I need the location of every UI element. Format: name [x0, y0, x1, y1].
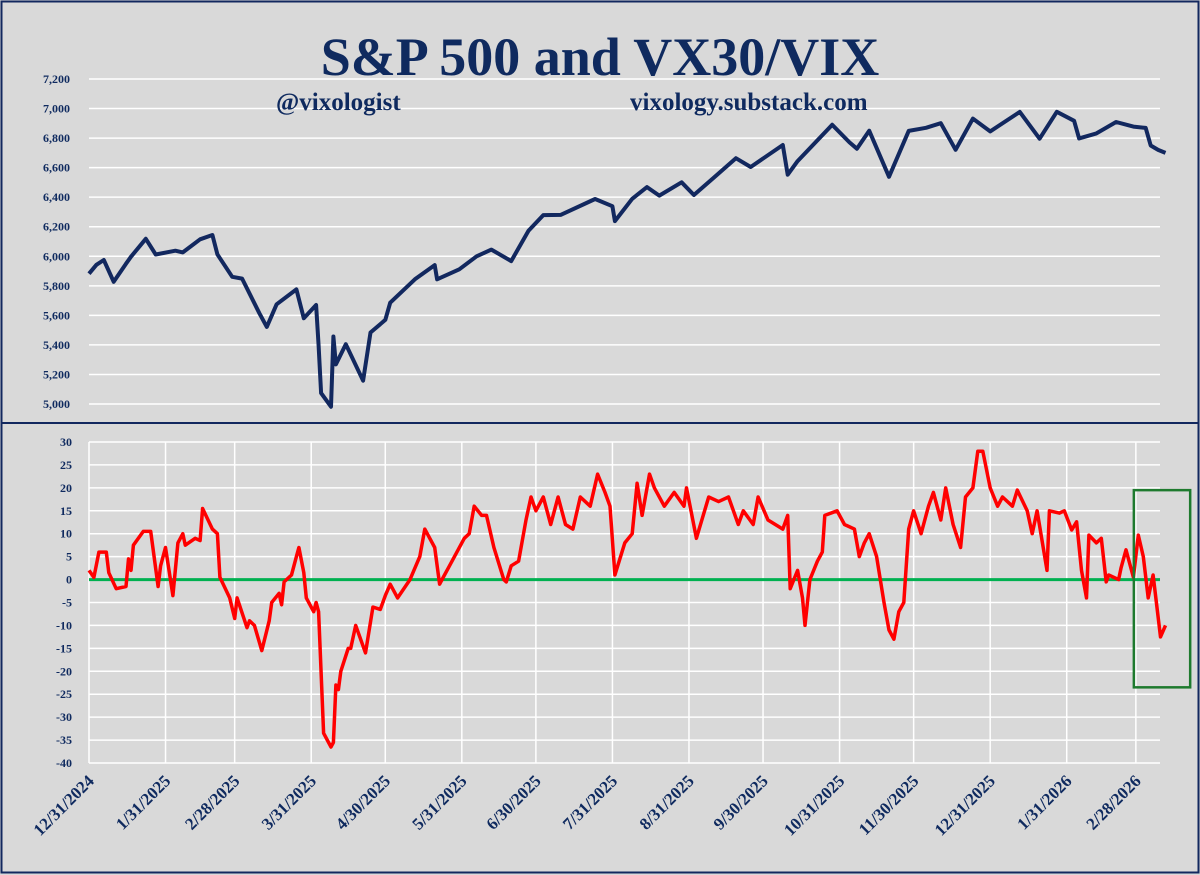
- highlight-box: [1132, 488, 1192, 689]
- bottom-y-tick-label: -10: [56, 618, 72, 632]
- bottom-y-tick-label: -35: [56, 733, 72, 747]
- top-gridlines: [89, 78, 1160, 405]
- vx30-vix-series-line: [87, 449, 1168, 749]
- top-y-tick-label: 6,000: [43, 249, 70, 263]
- top-y-tick-label: 7,000: [43, 102, 70, 116]
- bottom-y-axis: 30 25 20 15 10 5 0 -5 -10 -15 -20 -25 -30 -35 -40: [56, 435, 72, 770]
- bottom-y-tick-label: 15: [60, 504, 72, 518]
- top-y-tick-label: 5,800: [43, 279, 70, 293]
- top-y-axis: 5,000 5,200 5,400 5,600 5,800 6,000 6,200 6,400…: [43, 72, 70, 411]
- chart-title: S&P 500 and VX30/VIX: [321, 27, 880, 87]
- bottom-y-tick-label: -5: [62, 596, 72, 610]
- bottom-y-tick-label: -40: [56, 756, 72, 770]
- top-y-tick-label: 5,600: [43, 308, 70, 322]
- bottom-y-tick-label: 5: [66, 550, 72, 564]
- top-y-tick-label: 5,000: [43, 397, 70, 411]
- top-y-tick-label: 6,400: [43, 190, 70, 204]
- bottom-y-tick-label: -30: [56, 710, 72, 724]
- top-y-tick-label: 6,600: [43, 161, 70, 175]
- top-y-tick-label: 5,200: [43, 367, 70, 381]
- subtitle-handle: @vixologist: [276, 89, 401, 116]
- bottom-y-tick-label: -25: [56, 687, 72, 701]
- top-y-tick-label: 6,800: [43, 131, 70, 145]
- bottom-y-tick-label: 10: [60, 527, 72, 541]
- top-y-tick-label: 5,400: [43, 338, 70, 352]
- bottom-y-tick-label: -20: [56, 664, 72, 678]
- top-y-tick-label: 7,200: [43, 72, 70, 86]
- top-y-tick-label: 6,200: [43, 220, 70, 234]
- bottom-y-tick-label: -15: [56, 641, 72, 655]
- spx-series-line: [87, 109, 1167, 409]
- bottom-y-tick-label: 0: [66, 573, 72, 587]
- bottom-y-tick-label: 20: [60, 481, 72, 495]
- bottom-y-tick-label: 25: [60, 458, 72, 472]
- bottom-gridlines: [88, 441, 1160, 764]
- bottom-y-tick-label: 30: [60, 435, 72, 449]
- subtitle-url: vixology.substack.com: [630, 89, 868, 116]
